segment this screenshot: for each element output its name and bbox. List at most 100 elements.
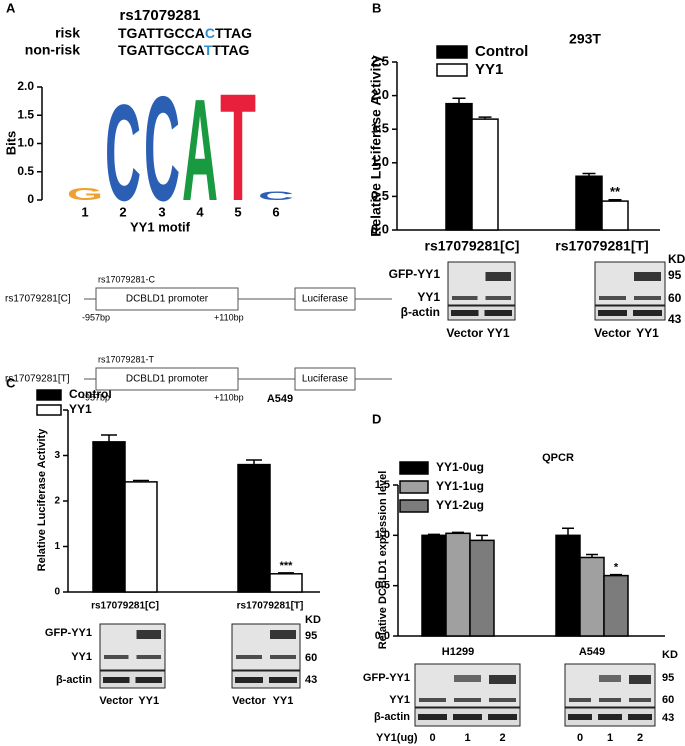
seq-part: TGATTGCCA	[118, 42, 205, 58]
lane-label: Vector	[99, 695, 133, 707]
band	[103, 677, 130, 683]
band	[418, 714, 447, 720]
coordinate: +110bp	[214, 392, 244, 402]
lane-label: YY1	[487, 326, 510, 340]
band	[104, 655, 129, 659]
band	[599, 675, 621, 682]
blot-row-label: YY1	[389, 694, 410, 706]
band	[235, 677, 263, 683]
seq-snp: C	[205, 25, 215, 41]
kd-label: KD	[668, 252, 685, 266]
y-tick-label: 2.5	[371, 53, 389, 68]
significance: **	[610, 184, 621, 199]
band	[489, 675, 516, 684]
promoter-label: DCBLD1 promoter	[126, 294, 209, 305]
bar	[269, 573, 303, 593]
x-tick-label: A549	[579, 646, 605, 658]
motif-letter: C	[105, 75, 141, 229]
y-axis-label: Bits	[3, 131, 18, 156]
x-tick-label: H1299	[442, 646, 474, 658]
band	[633, 310, 662, 316]
y-tick-label: 1.0	[371, 154, 389, 169]
x-tick-label: 3	[158, 204, 165, 219]
legend-label: YY1-0ug	[436, 460, 484, 474]
lane-label: Vector	[232, 695, 266, 707]
band	[269, 677, 297, 683]
reporter-box	[294, 287, 356, 311]
band	[489, 698, 516, 702]
construct-label: rs17079281[C]	[5, 294, 71, 305]
lane-label: 1	[607, 732, 613, 744]
x-tick-label: rs17079281[T]	[237, 601, 304, 612]
band	[485, 272, 511, 281]
dose-label: YY1(ug)	[376, 732, 418, 744]
panel-label: B	[372, 0, 381, 15]
reporter-label: Luciferase	[302, 294, 349, 305]
seq-part: TTAG	[212, 42, 249, 58]
y-tick-label: 0.5	[17, 164, 34, 178]
seq-snp: T	[204, 42, 213, 58]
bar	[579, 556, 605, 637]
x-tick-label: 4	[196, 204, 204, 219]
kd-label: 95	[668, 268, 682, 282]
x-tick-label: rs17079281[C]	[425, 238, 520, 254]
kd-label: 95	[662, 672, 674, 684]
lane-label: Vector	[594, 326, 631, 340]
panel-label: D	[372, 411, 381, 426]
error-bar	[452, 97, 466, 104]
legend-label: YY1	[69, 402, 92, 416]
legend-swatch	[36, 389, 62, 401]
reporter-label: Luciferase	[302, 374, 349, 385]
y-tick-label: 0	[54, 587, 60, 598]
band	[485, 296, 511, 300]
motif-letter: A	[182, 70, 218, 232]
band	[236, 655, 262, 659]
blot-frame	[231, 670, 301, 689]
blot-row-label: YY1	[71, 651, 92, 663]
band	[634, 272, 661, 281]
lane-label: 2	[499, 732, 505, 744]
error-bar	[452, 531, 464, 534]
coordinate: -957bp	[82, 392, 110, 402]
significance: ***	[280, 560, 294, 572]
blot-row-label: β-actin	[56, 674, 92, 686]
band	[488, 714, 517, 720]
motif-letter: T	[220, 63, 256, 234]
legend-swatch	[399, 480, 429, 494]
bar	[469, 539, 495, 637]
band	[628, 714, 652, 720]
panel-label: C	[6, 375, 16, 390]
error-bar	[478, 116, 492, 120]
kd-label: 60	[305, 652, 317, 664]
band	[451, 310, 479, 316]
legend-label: Control	[475, 43, 528, 60]
band	[453, 714, 482, 720]
lane-label: YY1	[273, 695, 294, 707]
blot-row-label: GFP-YY1	[45, 627, 92, 639]
panel-label: A	[6, 0, 16, 15]
kd-label: KD	[305, 614, 321, 626]
band	[484, 310, 512, 316]
snp-id: rs17079281	[120, 7, 201, 24]
x-axis-label: YY1 motif	[130, 219, 191, 234]
blot-row-label: β-actin	[401, 305, 440, 319]
error-bar	[586, 553, 598, 558]
x-tick-label: 6	[272, 204, 279, 219]
y-tick-label: 1.5	[375, 479, 390, 491]
lane-label: YY1	[636, 326, 659, 340]
y-tick-label: 1.5	[17, 107, 34, 121]
y-tick-label: 2.0	[17, 79, 34, 93]
snp-label: rs17079281-C	[98, 274, 156, 284]
motif-letter: C	[258, 189, 294, 202]
allele-label: non-risk	[25, 42, 80, 58]
y-tick-label: 0.0	[371, 221, 389, 236]
bar	[575, 175, 603, 231]
error-bar	[428, 533, 440, 536]
y-tick-label: 0	[27, 192, 34, 206]
coordinate: -957bp	[82, 312, 110, 322]
y-axis-label: Relative DCBLD1 expression level	[377, 471, 389, 650]
band	[569, 698, 591, 702]
y-tick-label: 0.5	[375, 580, 390, 592]
bar	[471, 118, 499, 231]
x-tick-label: rs17079281[C]	[91, 601, 159, 612]
